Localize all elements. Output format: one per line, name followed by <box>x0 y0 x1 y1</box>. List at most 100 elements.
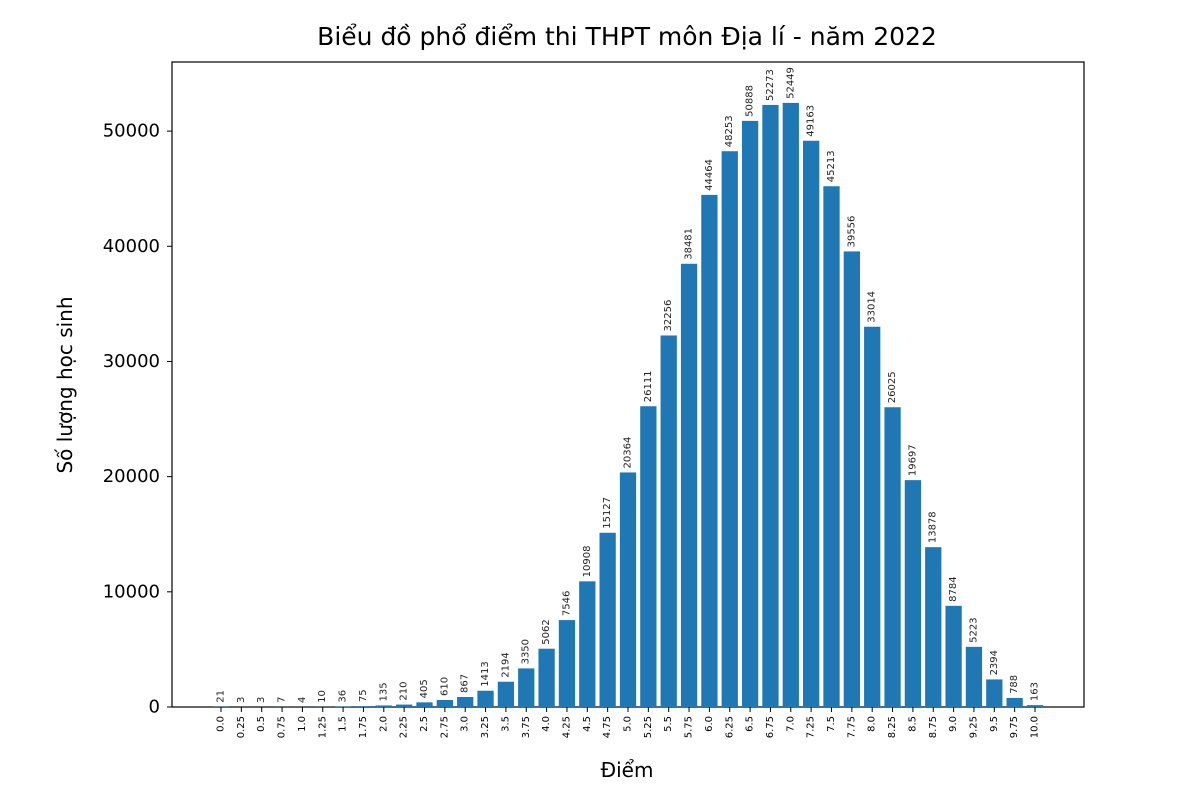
bar-9.75 <box>1006 697 1023 707</box>
data-label-5.75: 38481 <box>684 228 695 260</box>
x-tick-label-8.0: 8.0 <box>867 716 878 732</box>
bar-7.25 <box>803 140 820 707</box>
y-tick-label-0: 0 <box>149 697 160 718</box>
y-axis: 0 10000 20000 30000 40000 50000 <box>103 121 172 718</box>
bars-group <box>212 102 1044 708</box>
bar-8.25 <box>884 407 901 707</box>
bar-2.5 <box>416 702 433 707</box>
y-tick-label-50000: 50000 <box>103 121 160 142</box>
data-label-3.75: 3350 <box>521 639 532 664</box>
data-label-0.5: 3 <box>256 697 267 703</box>
data-label-4.25: 7546 <box>561 591 572 616</box>
bar-9.25 <box>965 646 983 707</box>
bar-9.0 <box>945 605 962 707</box>
data-label-6.25: 48253 <box>724 115 735 147</box>
data-label-8.0: 33014 <box>867 291 878 323</box>
data-labels-group: 21 3 3 7 4 10 36 75 135 210 405 610 867 1413 2194 3350 5… <box>216 67 1041 703</box>
data-label-9.75: 788 <box>1009 675 1020 694</box>
x-tick-label-5.0: 5.0 <box>623 716 634 732</box>
bar-3.5 <box>497 681 515 707</box>
x-tick-label-2.5: 2.5 <box>419 716 430 732</box>
data-label-10.0: 163 <box>1030 682 1041 701</box>
bar-3.0 <box>457 697 474 707</box>
x-tick-label-4.25: 4.25 <box>561 716 572 738</box>
bar-6.25 <box>721 151 738 708</box>
x-tick-label-1.75: 1.75 <box>358 716 369 738</box>
data-label-1.25: 10 <box>317 690 328 703</box>
x-tick-label-7.75: 7.75 <box>846 716 857 738</box>
x-tick-label-0.5: 0.5 <box>256 716 267 732</box>
bar-4.75 <box>599 532 616 707</box>
data-label-0.25: 3 <box>236 697 247 703</box>
data-label-2.5: 405 <box>419 679 430 698</box>
bar-4.5 <box>579 581 596 707</box>
data-label-1.75: 75 <box>358 689 369 702</box>
data-label-6.75: 52273 <box>765 69 776 101</box>
x-axis: 0.0 0.25 0.5 0.75 1.0 1.25 1.5 1.75 2.0 2.25 2.5 2.… <box>216 707 1041 738</box>
bar-6.75 <box>762 104 779 708</box>
x-tick-label-4.5: 4.5 <box>582 716 593 732</box>
data-label-0.75: 7 <box>277 697 288 703</box>
bar-3.25 <box>477 690 494 707</box>
data-label-8.75: 13878 <box>928 511 939 543</box>
x-tick-label-6.75: 6.75 <box>765 716 776 738</box>
x-tick-label-0.0: 0.0 <box>216 716 227 732</box>
x-tick-label-10.0: 10.0 <box>1030 716 1041 738</box>
x-axis-label: Điểm <box>601 758 654 782</box>
x-tick-label-4.75: 4.75 <box>602 716 613 738</box>
bar-8.0 <box>864 326 881 707</box>
y-axis-label: Số lượng học sinh <box>53 296 77 473</box>
bar-7.5 <box>823 186 840 708</box>
bar-7.0 <box>782 102 799 707</box>
y-tick-label-40000: 40000 <box>103 236 160 257</box>
x-tick-label-7.25: 7.25 <box>806 716 817 738</box>
bar-2.25 <box>396 704 413 707</box>
bar-5.0 <box>619 472 637 707</box>
x-tick-label-8.25: 8.25 <box>887 716 898 738</box>
x-tick-label-9.25: 9.25 <box>968 716 979 738</box>
data-label-9.5: 2394 <box>989 650 1000 675</box>
x-tick-label-5.25: 5.25 <box>643 716 654 738</box>
x-tick-label-6.25: 6.25 <box>724 716 735 738</box>
x-tick-label-1.0: 1.0 <box>297 716 308 732</box>
data-label-4.0: 5062 <box>541 619 552 644</box>
bar-5.5 <box>660 335 677 707</box>
data-label-8.25: 26025 <box>887 371 898 403</box>
data-label-6.5: 50888 <box>745 85 756 117</box>
data-label-1.0: 4 <box>297 697 308 703</box>
data-label-6.0: 44464 <box>704 159 715 191</box>
bar-6.0 <box>701 194 718 707</box>
x-tick-label-6.5: 6.5 <box>745 716 756 732</box>
data-label-3.5: 2194 <box>500 652 511 677</box>
data-label-3.0: 867 <box>460 674 471 693</box>
bar-8.75 <box>925 547 942 707</box>
data-label-9.0: 8784 <box>948 576 959 601</box>
data-label-1.5: 36 <box>338 690 349 703</box>
x-tick-label-6.0: 6.0 <box>704 716 715 732</box>
data-label-2.25: 210 <box>399 681 410 700</box>
bar-5.75 <box>680 263 698 707</box>
x-tick-label-9.0: 9.0 <box>948 716 959 732</box>
bar-8.5 <box>904 480 922 707</box>
x-tick-label-9.75: 9.75 <box>1009 716 1020 738</box>
data-label-5.0: 20364 <box>623 437 634 469</box>
y-tick-label-30000: 30000 <box>103 351 160 372</box>
bar-3.75 <box>518 668 535 707</box>
bar-10.0 <box>1026 705 1044 707</box>
x-tick-label-7.0: 7.0 <box>785 716 796 732</box>
data-label-4.75: 15127 <box>602 497 613 529</box>
data-label-0.0: 21 <box>216 690 227 703</box>
data-label-4.5: 10908 <box>582 546 593 578</box>
x-tick-label-8.5: 8.5 <box>907 716 918 732</box>
x-tick-label-2.0: 2.0 <box>378 716 389 732</box>
data-label-3.25: 1413 <box>480 661 491 686</box>
bar-1.75 <box>355 706 372 707</box>
bar-4.25 <box>558 620 576 707</box>
data-label-7.75: 39556 <box>846 216 857 248</box>
x-tick-label-0.75: 0.75 <box>277 716 288 738</box>
x-tick-label-1.5: 1.5 <box>338 716 349 732</box>
bar-2.75 <box>436 699 453 707</box>
bar-6.5 <box>741 120 759 707</box>
data-label-2.0: 135 <box>378 682 389 701</box>
